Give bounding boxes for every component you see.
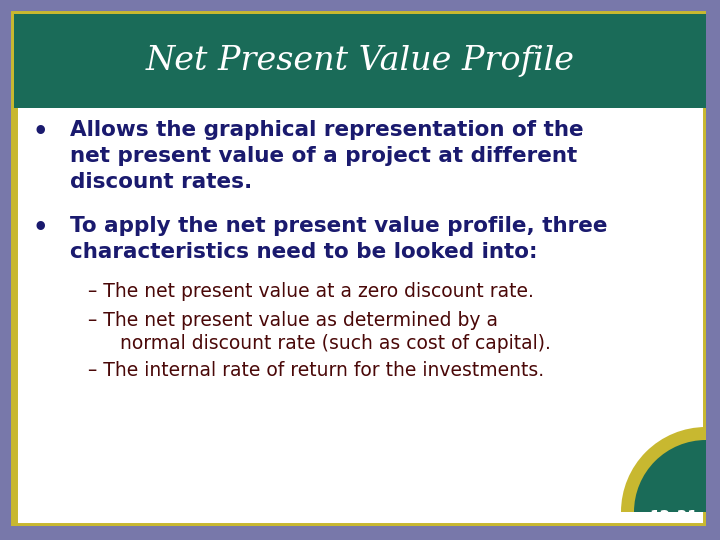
Text: normal discount rate (such as cost of capital).: normal discount rate (such as cost of ca… bbox=[102, 334, 551, 353]
Text: Allows the graphical representation of the: Allows the graphical representation of t… bbox=[70, 120, 584, 140]
Text: 12-31: 12-31 bbox=[649, 510, 698, 525]
FancyBboxPatch shape bbox=[14, 14, 706, 526]
Text: Net Present Value Profile: Net Present Value Profile bbox=[145, 45, 575, 77]
Bar bbox=[14, 14, 706, 108]
Text: •: • bbox=[32, 120, 48, 144]
Text: – The internal rate of return for the investments.: – The internal rate of return for the in… bbox=[88, 361, 544, 380]
Text: – The net present value as determined by a: – The net present value as determined by… bbox=[88, 311, 498, 330]
Text: characteristics need to be looked into:: characteristics need to be looked into: bbox=[70, 242, 538, 262]
Bar bbox=[0, 526, 720, 540]
Text: •: • bbox=[32, 216, 48, 240]
Text: – The net present value at a zero discount rate.: – The net present value at a zero discou… bbox=[88, 282, 534, 301]
Wedge shape bbox=[621, 427, 706, 512]
Wedge shape bbox=[634, 440, 706, 512]
Text: To apply the net present value profile, three: To apply the net present value profile, … bbox=[70, 216, 608, 236]
Bar bbox=[706, 0, 720, 540]
Text: discount rates.: discount rates. bbox=[70, 172, 252, 192]
Text: net present value of a project at different: net present value of a project at differ… bbox=[70, 146, 577, 166]
